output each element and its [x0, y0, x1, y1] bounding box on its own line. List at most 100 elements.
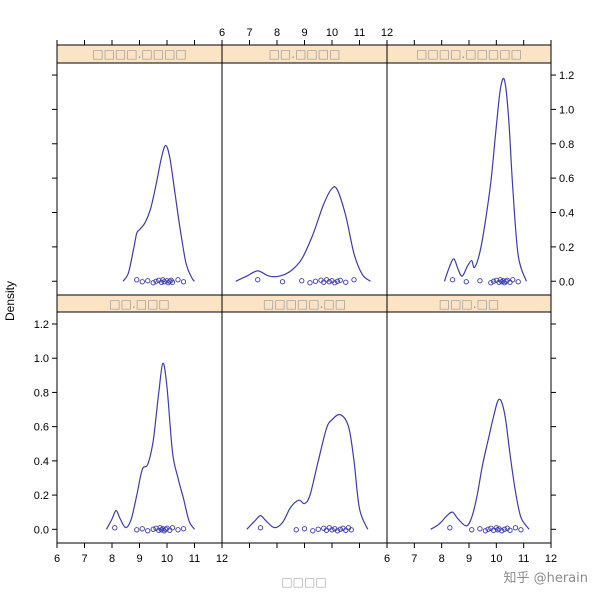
data-point — [337, 526, 343, 532]
data-point — [255, 277, 261, 283]
y-tick-label: 0.8 — [559, 139, 574, 151]
x-tick-label: 12 — [381, 27, 393, 39]
y-tick-label: 0.6 — [559, 173, 574, 185]
y-tick-label: 0.4 — [34, 456, 49, 468]
data-point — [482, 528, 489, 534]
data-point — [501, 526, 508, 532]
y-tick-label: 0.8 — [34, 387, 49, 399]
data-point — [169, 279, 176, 285]
x-tick-label: 12 — [216, 553, 228, 565]
data-point — [301, 526, 308, 532]
y-tick-label: 1.0 — [34, 353, 49, 365]
data-point — [310, 528, 316, 534]
panel-plot-area — [56, 62, 223, 296]
density-curve — [122, 144, 195, 282]
data-point — [485, 526, 491, 532]
data-point — [518, 527, 524, 533]
data-point — [145, 278, 151, 284]
y-tick-label: 1.2 — [559, 70, 574, 82]
data-point — [463, 279, 469, 285]
data-point — [488, 280, 494, 286]
density-curve — [105, 362, 196, 530]
data-point — [315, 526, 321, 532]
x-tick-label: 9 — [301, 27, 307, 39]
data-point — [507, 527, 513, 533]
x-tick-label: 10 — [326, 27, 338, 39]
density-curve — [430, 398, 530, 530]
x-tick-label: 11 — [189, 553, 200, 565]
x-tick-label: 12 — [545, 553, 557, 565]
data-point — [329, 527, 335, 533]
data-point — [332, 280, 338, 286]
data-point — [139, 526, 145, 532]
data-point — [307, 280, 313, 286]
data-point — [180, 279, 187, 285]
data-point — [351, 277, 357, 283]
data-point — [477, 278, 483, 284]
data-point — [134, 277, 140, 283]
panel-6: □□□.□□ — [386, 294, 552, 544]
panel-plot-area — [386, 311, 552, 544]
panel-plot-area — [386, 62, 552, 296]
axes-layer: 6 6 6 7 7 7 8 8 8 9 9 9 10 10 10 11 11 11 12 12 12 0.0 0.0 0.2 0… — [34, 27, 575, 565]
y-tick-label: 0.0 — [34, 524, 49, 536]
x-tick-label: 10 — [490, 553, 502, 565]
panel-1: □□□□.□□□□ — [56, 44, 223, 296]
panel-plot-area — [221, 62, 388, 296]
density-curve — [235, 186, 371, 282]
x-tick-label: 8 — [439, 553, 445, 565]
data-point — [112, 525, 118, 531]
panel-strip-label: □□□□.□□□□□ — [416, 47, 522, 61]
data-point — [312, 278, 319, 284]
data-point — [180, 526, 187, 532]
data-point — [490, 278, 497, 284]
y-tick-label: 0.2 — [34, 490, 49, 502]
y-tick-label: 0.6 — [34, 422, 49, 434]
data-point — [334, 278, 341, 284]
data-point — [150, 280, 156, 286]
y-axis-title: Density — [3, 281, 17, 321]
data-point — [337, 277, 343, 283]
x-axis-title: □□□□ — [281, 575, 326, 589]
panel-plot-area — [56, 311, 223, 544]
data-point — [169, 525, 176, 531]
x-tick-label: 11 — [354, 27, 365, 39]
data-point — [449, 277, 456, 283]
panel-plot-area — [221, 311, 388, 544]
data-point — [257, 525, 264, 531]
data-point — [134, 527, 140, 533]
data-point — [477, 526, 483, 532]
x-tick-label: 9 — [466, 553, 472, 565]
data-point — [499, 528, 505, 534]
x-tick-label: 7 — [246, 27, 252, 39]
x-tick-label: 11 — [518, 553, 529, 565]
data-point — [175, 277, 181, 283]
data-point — [348, 527, 354, 533]
y-tick-label: 0.4 — [559, 208, 574, 220]
density-curve — [443, 77, 527, 282]
x-tick-label: 6 — [384, 553, 390, 565]
data-point — [167, 278, 173, 284]
panel-strip-label: □□.□□□ — [109, 297, 170, 311]
data-point — [334, 528, 341, 534]
watermark-text: 知乎 @herain — [503, 570, 588, 586]
data-point — [510, 277, 516, 283]
y-tick-label: 1.2 — [34, 319, 49, 331]
x-tick-label: 7 — [411, 553, 417, 565]
panels-layer: □□□□.□□□□ □□.□□□□ □□□□.□□□□□ □□.□□□ □□□□□.□□… — [56, 44, 552, 544]
data-point — [343, 279, 349, 285]
density-curve — [246, 413, 369, 530]
data-point — [150, 526, 156, 532]
x-tick-label: 7 — [81, 553, 87, 565]
panel-strip-label: □□□□□.□□ — [263, 297, 346, 311]
panel-strip-label: □□□.□□ — [439, 297, 500, 311]
panel-3: □□□□.□□□□□ — [386, 44, 552, 296]
y-tick-label: 1.0 — [559, 104, 574, 116]
data-point — [139, 279, 145, 285]
y-tick-label: 0.0 — [559, 276, 574, 288]
x-tick-label: 9 — [136, 553, 142, 565]
panel-2: □□.□□□□ — [221, 44, 388, 296]
data-point — [326, 279, 332, 285]
data-point — [447, 525, 453, 531]
